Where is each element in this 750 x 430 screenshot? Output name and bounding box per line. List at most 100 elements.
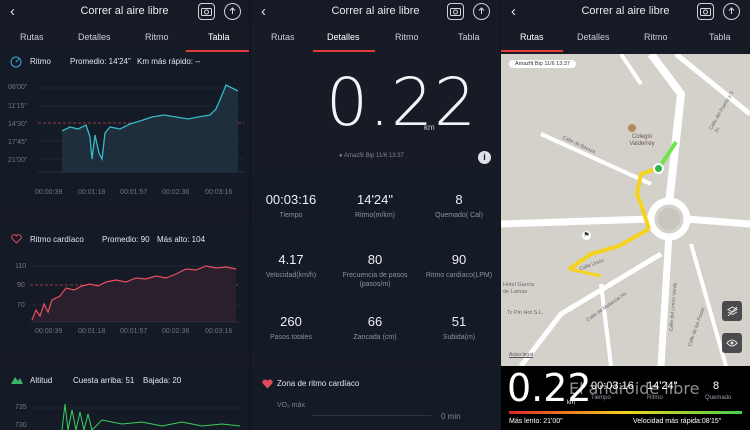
stat-label: Ritmo cardíaco(LPM)	[425, 272, 493, 279]
summary-time: 00:03:16	[591, 380, 634, 392]
heart-area	[32, 266, 236, 322]
heart-max: Más alto: 104	[157, 235, 206, 244]
pace-area	[62, 85, 238, 172]
map-layers-button[interactable]	[722, 301, 742, 321]
app-bar: ‹ Correr al aire libre	[251, 0, 500, 26]
info-icon[interactable]: i	[478, 151, 491, 164]
stat-stride: 66 Zancada (cm)	[335, 314, 415, 342]
app-bar: ‹ Correr al aire libre	[501, 0, 750, 26]
heart-ytick: 70	[17, 302, 25, 309]
tab-tabla[interactable]: Tabla	[458, 32, 480, 42]
distance-value: 0.22	[326, 64, 477, 141]
pace-ytick: 21'00"	[8, 157, 28, 164]
zone-row-label: VO₂ máx	[277, 402, 305, 409]
map-view-button[interactable]	[722, 333, 742, 353]
summary-unit: km	[567, 400, 575, 406]
heart-avg: Promedio: 90	[102, 235, 150, 244]
pace-label: Ritmo	[30, 57, 51, 66]
stat-calories: 8 Quemado( Cal)	[419, 192, 499, 220]
summary-time-label: Tiempo	[591, 395, 611, 401]
watermark: El androide libre	[569, 379, 700, 398]
back-icon[interactable]: ‹	[10, 3, 15, 20]
tab-detalles[interactable]: Detalles	[327, 32, 360, 42]
route-map[interactable]: Amazfit Bip 11/6 13:37 ⚑ Colegio Valderr…	[501, 54, 750, 366]
tab-rutas[interactable]: Rutas	[20, 32, 44, 42]
camera-icon[interactable]	[198, 3, 215, 20]
pace-xtick: 00:02:36	[162, 189, 190, 196]
summary-pace: 14'24"	[647, 380, 678, 392]
stat-pace: 14'24" Ritmo(m/km)	[335, 192, 415, 220]
heart-xtick: 00:02:36	[162, 328, 190, 335]
pace-card: Ritmo Promedio: 14'24" Km más rápido: --…	[0, 53, 249, 206]
stat-speed: 4.17 Velocidad(km/h)	[251, 252, 331, 280]
slowest-pace: Más lento: 21'00"	[509, 418, 563, 425]
pace-xtick: 00:01:18	[78, 189, 106, 196]
stat-value: 14'24"	[356, 192, 394, 207]
school-pin-icon	[628, 124, 636, 132]
camera-icon[interactable]	[447, 3, 464, 20]
camera-icon[interactable]	[697, 3, 714, 20]
pace-ytick: 17'45"	[8, 139, 28, 146]
zone-bar	[311, 415, 431, 416]
start-marker-icon	[653, 163, 664, 174]
watch-icon: ●	[339, 153, 343, 159]
pace-fastest: Km más rápido: --	[137, 57, 201, 66]
tab-tabla[interactable]: Tabla	[208, 32, 230, 42]
map-roads	[501, 54, 750, 366]
pace-ytick: 11'15"	[8, 103, 27, 110]
layers-off-icon	[726, 305, 738, 316]
mountain-icon	[11, 377, 23, 384]
page-title: Correr al aire libre	[331, 5, 420, 17]
tab-detalles[interactable]: Detalles	[78, 32, 111, 42]
heart-zone-title: Zona de ritmo cardíaco	[277, 379, 360, 388]
heart-icon	[11, 234, 22, 244]
stat-label: Quemado( Cal)	[435, 212, 483, 219]
stat-label: Zancada (cm)	[353, 334, 397, 341]
tab-ritmo[interactable]: Ritmo	[145, 32, 169, 42]
summary-distance: 0.22	[507, 366, 592, 410]
device-label: Amazfit Bip 11/6 13:37	[343, 153, 404, 159]
stat-cadence: 80 Frecuencia de pasos (pasos/m)	[335, 252, 415, 289]
tab-rutas[interactable]: Rutas	[520, 32, 544, 42]
stat-label: Frecuencia de pasos (pasos/m)	[342, 272, 408, 288]
heart-rate-card: Ritmo cardíaco Promedio: 90 Más alto: 10…	[0, 222, 249, 352]
stats-grid: 00:03:16 Tiempo 14'24" Ritmo(m/km) 8 Quemad…	[251, 172, 500, 358]
heart-ytick: 90	[17, 282, 25, 289]
tab-ritmo[interactable]: Ritmo	[644, 32, 668, 42]
table-panel: ‹ Correr al aire libre Rutas Detalles Ri…	[0, 0, 249, 430]
heart-line	[31, 265, 237, 321]
altitude-line	[61, 403, 241, 430]
stat-label: Pasos totales	[269, 334, 313, 341]
pace-avg: Promedio: 14'24"	[70, 57, 131, 66]
share-icon[interactable]	[473, 3, 490, 20]
speedometer-icon	[10, 56, 22, 68]
altitude-card: Altitud Cuesta arriba: 51 Bajada: 20 735…	[0, 366, 249, 430]
details-panel: ‹ Correr al aire libre Rutas Detalles Ri…	[251, 0, 500, 430]
stat-climb: 51 Subida(m)	[419, 314, 499, 342]
altitude-label: Altitud	[30, 376, 53, 385]
pace-gradient-bar	[509, 411, 742, 414]
tab-bar: Rutas Detalles Ritmo Tabla	[501, 28, 750, 52]
altitude-down: Bajada: 20	[143, 376, 182, 385]
stat-label: Ritmo(m/km)	[354, 212, 396, 219]
summary-calories-label: Quemado	[705, 395, 732, 401]
tab-rutas[interactable]: Rutas	[271, 32, 295, 42]
map-label-business: Tc Pin Hot S.L.	[507, 310, 544, 316]
legal-link[interactable]: Aviso legal	[509, 352, 534, 358]
stat-value: 8	[455, 192, 463, 207]
share-icon[interactable]	[224, 3, 241, 20]
back-icon[interactable]: ‹	[511, 3, 516, 20]
share-icon[interactable]	[723, 3, 740, 20]
active-tab-indicator	[186, 50, 249, 52]
stat-steps: 260 Pasos totales	[251, 314, 331, 342]
map-label-hotel: Hotel García de Lamas	[503, 282, 534, 295]
pace-ytick: 14'30"	[8, 121, 28, 128]
tab-ritmo[interactable]: Ritmo	[395, 32, 419, 42]
device-badge: Amazfit Bip 11/6 13:37	[509, 60, 576, 68]
tab-detalles[interactable]: Detalles	[577, 32, 610, 42]
back-icon[interactable]: ‹	[261, 3, 266, 20]
stat-value: 00:03:16	[265, 192, 317, 207]
tab-tabla[interactable]: Tabla	[709, 32, 731, 42]
heart-xtick: 00:01:18	[78, 328, 106, 335]
